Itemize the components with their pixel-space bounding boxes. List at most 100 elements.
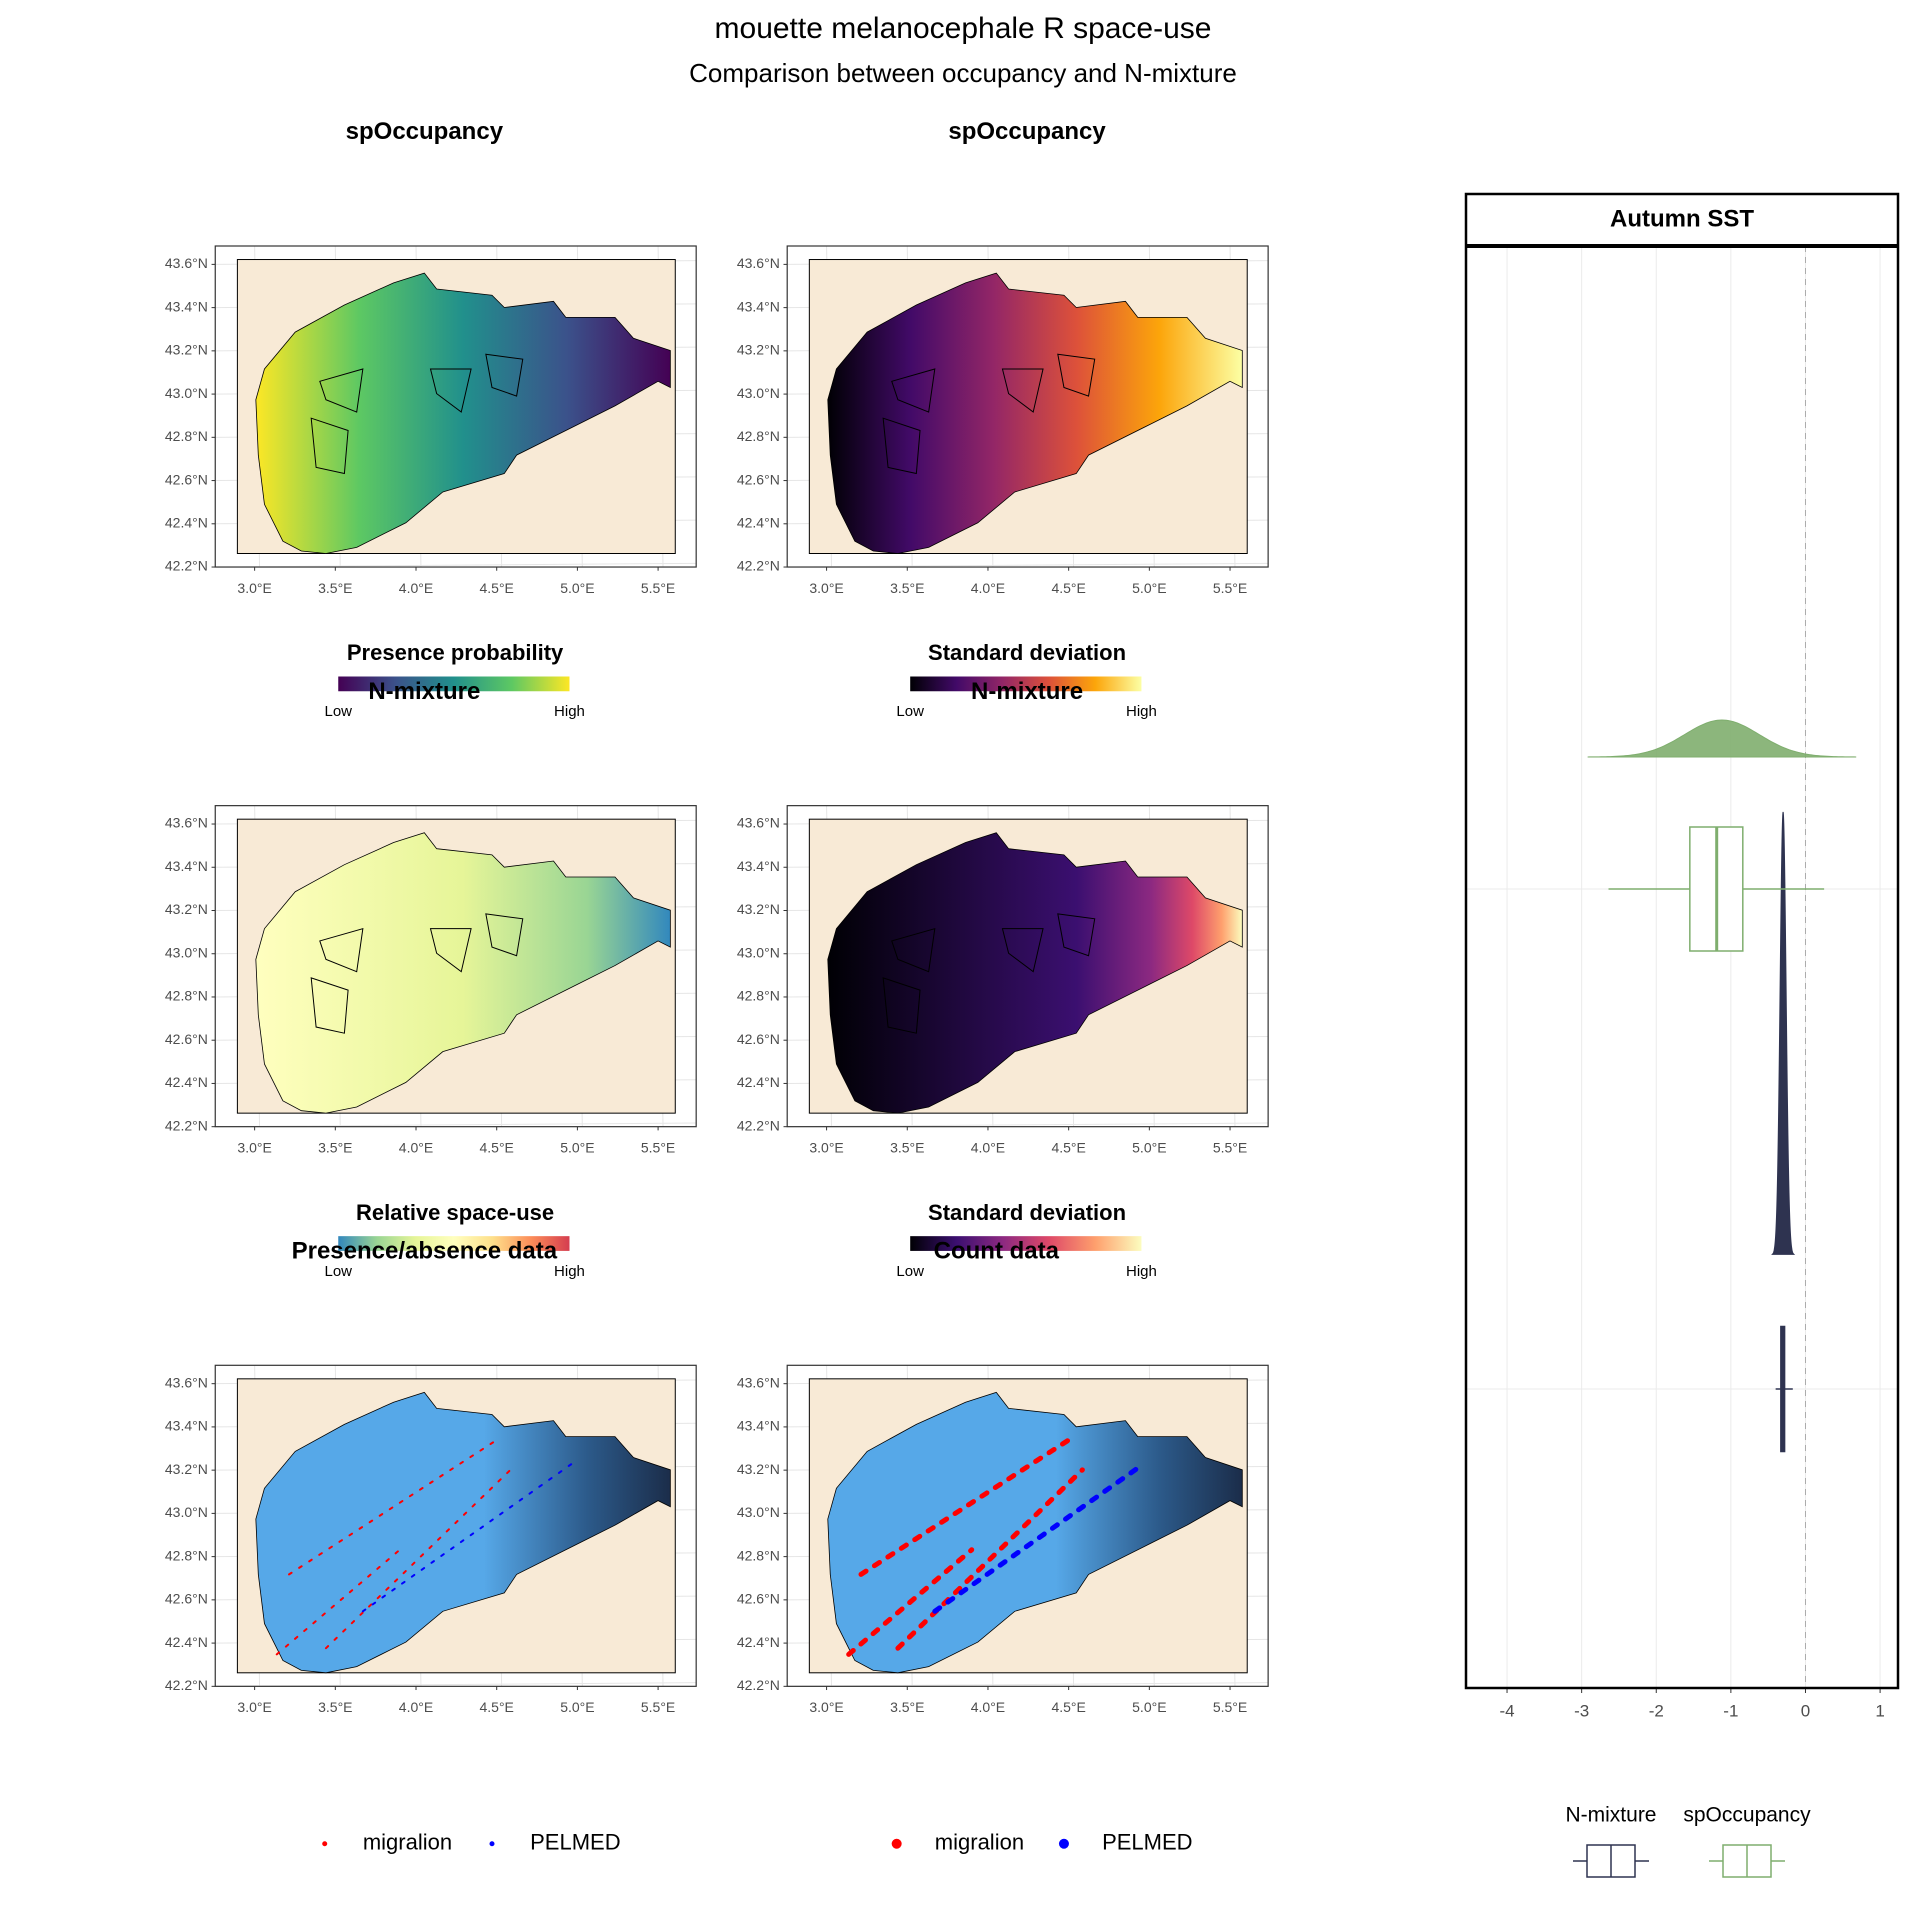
x-tick-label: -4 (1499, 1701, 1514, 1720)
transect-track (288, 1438, 500, 1576)
wind-zone (485, 353, 524, 397)
y-tick-label: 42.2°N (165, 1117, 208, 1133)
legend-low: Low (324, 703, 352, 720)
wind-zone (310, 417, 349, 475)
density (1771, 811, 1796, 1255)
x-tick-label: 4.5°E (480, 580, 514, 596)
x-tick-label: 4.0°E (399, 1140, 433, 1156)
sea-surface (827, 1391, 1243, 1674)
sea-surface (255, 832, 671, 1114)
x-tick-label: 5.0°E (1132, 580, 1166, 596)
legend-title: Standard deviation (928, 640, 1126, 665)
y-tick-label: 42.4°N (165, 1634, 208, 1650)
x-tick-label: 5.0°E (560, 1699, 594, 1715)
x-tick-label: 5.5°E (641, 580, 675, 596)
wind-zone (429, 928, 472, 973)
y-tick-label: 42.4°N (165, 1074, 208, 1090)
y-tick-label: 42.8°N (737, 428, 780, 444)
y-tick-label: 43.4°N (165, 858, 208, 874)
grid-line (215, 562, 697, 568)
strip-title: Autumn SST (1610, 205, 1754, 232)
grid-line (787, 1122, 1269, 1128)
sea-surface (255, 272, 671, 554)
panel-frame (214, 245, 697, 568)
x-tick-label: 3.5°E (318, 1140, 352, 1156)
legend-low: Low (324, 1263, 352, 1280)
y-tick-label: 43.0°N (737, 385, 780, 401)
legend-label: spOccupancy (1683, 1804, 1811, 1827)
y-tick-label: 43.6°N (165, 815, 208, 831)
panel-title: spOccupancy (346, 118, 504, 145)
y-tick-label: 42.4°N (165, 514, 208, 530)
colorbar (910, 676, 1142, 692)
x-tick-label: 4.5°E (1051, 1140, 1085, 1156)
y-tick-label: 43.4°N (737, 298, 780, 314)
y-tick-label: 43.4°N (165, 298, 208, 314)
panel-frame (214, 1364, 697, 1687)
x-tick-label: -2 (1649, 1701, 1664, 1720)
x-tick-label: -3 (1574, 1701, 1589, 1720)
panel-frame (786, 245, 1269, 568)
y-tick-label: 42.4°N (737, 514, 780, 530)
wind-zone (1057, 353, 1096, 397)
legend-label: PELMED (530, 1830, 620, 1855)
x-tick-label: -1 (1723, 1701, 1738, 1720)
legend-key (489, 1841, 495, 1847)
y-tick-label: 43.0°N (165, 385, 208, 401)
x-tick-label: 5.5°E (1213, 1140, 1247, 1156)
wind-zone (1001, 928, 1044, 973)
x-tick-label: 5.0°E (560, 1140, 594, 1156)
x-tick-label: 3.0°E (809, 580, 843, 596)
y-tick-label: 43.0°N (737, 944, 780, 960)
x-tick-label: 5.5°E (1213, 1699, 1247, 1715)
grid-line (787, 562, 1269, 568)
x-tick-label: 5.5°E (641, 1699, 675, 1715)
sea-surface (255, 1391, 671, 1674)
grid-line (215, 1682, 697, 1687)
x-tick-label: 5.0°E (1132, 1699, 1166, 1715)
legend-label: migralion (935, 1830, 1024, 1855)
x-tick-label: 4.5°E (1051, 580, 1085, 596)
x-tick-label: 3.5°E (890, 1140, 924, 1156)
wind-zone (1057, 913, 1096, 957)
y-tick-label: 43.6°N (737, 255, 780, 271)
x-tick-label: 4.5°E (1051, 1699, 1085, 1715)
y-tick-label: 42.2°N (737, 1677, 780, 1693)
y-tick-label: 42.6°N (165, 1591, 208, 1607)
transect-track (275, 1548, 401, 1656)
legend-low: Low (896, 703, 924, 720)
x-tick-label: 5.0°E (560, 580, 594, 596)
y-tick-label: 43.4°N (737, 1418, 780, 1434)
x-tick-label: 3.0°E (809, 1140, 843, 1156)
x-tick-label: 3.5°E (890, 1699, 924, 1715)
y-tick-label: 42.8°N (737, 988, 780, 1004)
x-tick-label: 4.0°E (971, 580, 1005, 596)
sea-surface (827, 272, 1243, 554)
y-tick-label: 42.6°N (737, 1591, 780, 1607)
legend-title: Standard deviation (928, 1200, 1126, 1225)
y-tick-label: 42.8°N (737, 1547, 780, 1563)
panel-title: Presence/absence data (292, 1237, 558, 1264)
x-tick-label: 3.0°E (237, 580, 271, 596)
x-tick-label: 3.0°E (809, 1699, 843, 1715)
colorbar (338, 676, 570, 692)
wind-zone (319, 368, 364, 413)
y-tick-label: 43.2°N (165, 901, 208, 917)
y-tick-label: 42.6°N (165, 1031, 208, 1047)
y-tick-label: 42.8°N (165, 1547, 208, 1563)
panel-frame (214, 805, 697, 1128)
x-tick-label: 0 (1801, 1701, 1810, 1720)
legend-high: High (554, 1263, 585, 1280)
x-tick-label: 5.5°E (641, 1140, 675, 1156)
y-tick-label: 43.6°N (737, 815, 780, 831)
y-tick-label: 43.0°N (165, 1504, 208, 1520)
x-tick-label: 4.0°E (399, 1699, 433, 1715)
density (1587, 719, 1857, 758)
legend-key (1058, 1838, 1069, 1849)
wind-zone (882, 417, 921, 475)
x-tick-label: 4.0°E (971, 1699, 1005, 1715)
wind-zone (1001, 368, 1044, 413)
y-tick-label: 43.4°N (165, 1418, 208, 1434)
x-tick-label: 5.5°E (1213, 580, 1247, 596)
x-tick-label: 3.0°E (237, 1699, 271, 1715)
